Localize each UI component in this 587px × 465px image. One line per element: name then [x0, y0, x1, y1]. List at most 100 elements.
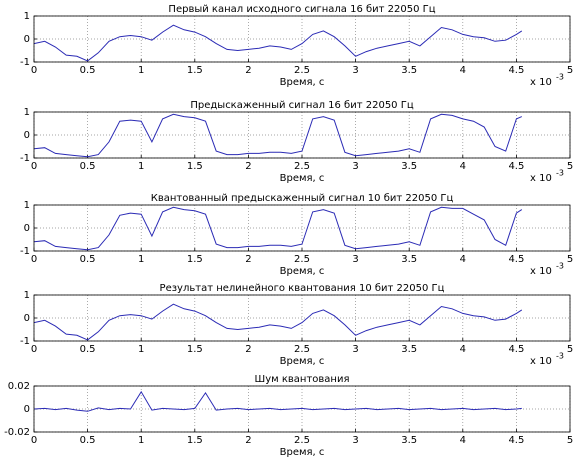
axes-frame [33, 294, 571, 342]
x-tick-label: 5 [567, 344, 573, 355]
x-tick-label: 0.5 [80, 435, 96, 446]
x-tick-label: 3.5 [401, 254, 417, 265]
x-tick-label: 4.5 [508, 65, 524, 76]
x-tick-label: 2.5 [294, 344, 310, 355]
x-tick-label: 2 [245, 435, 251, 446]
y-tick-label: 0 [24, 130, 30, 141]
y-tick-label: -1 [20, 336, 30, 347]
x-tick-label: 3 [352, 65, 358, 76]
signal-line [33, 206, 523, 251]
y-tick-label: -1 [20, 153, 30, 164]
y-tick-label: 0 [24, 313, 30, 324]
signal-line [33, 24, 523, 62]
chart-title: Результат нелинейного квантования 10 бит… [160, 283, 445, 294]
axes-frame [33, 385, 571, 433]
x-tick-label: 5 [567, 161, 573, 172]
x-tick-label: 3.5 [401, 161, 417, 172]
x-scale-label: x 10 [530, 173, 552, 184]
x-axis-label: Время, с [280, 266, 325, 277]
x-tick-label: 2.5 [294, 161, 310, 172]
x-tick-label: 2 [245, 65, 251, 76]
x-tick-label: 3.5 [401, 344, 417, 355]
y-tick-label: 0.02 [8, 381, 30, 392]
x-axis-label: Время, с [280, 447, 325, 458]
x-tick-label: 2 [245, 161, 251, 172]
x-tick-label: 4.5 [508, 435, 524, 446]
signal-line [33, 303, 523, 341]
x-scale-exponent: -3 [556, 352, 564, 361]
x-tick-label: 5 [567, 435, 573, 446]
x-tick-label: 1.5 [187, 254, 203, 265]
x-tick-label: 0.5 [80, 344, 96, 355]
axes-frame [33, 15, 571, 63]
chart-title: Шум квантования [255, 374, 350, 385]
y-tick-label: 0 [24, 223, 30, 234]
x-tick-label: 0.5 [80, 161, 96, 172]
y-tick-label: 1 [24, 290, 30, 301]
x-tick-label: 3.5 [401, 65, 417, 76]
y-tick-label: 0 [24, 404, 30, 415]
x-tick-label: 1 [138, 435, 144, 446]
x-tick-label: 4 [460, 65, 466, 76]
x-tick-label: 2 [245, 344, 251, 355]
signal-line [33, 113, 522, 158]
x-tick-label: 3 [352, 161, 358, 172]
x-tick-label: 4.5 [508, 344, 524, 355]
x-tick-label: 3.5 [401, 435, 417, 446]
y-tick-label: -1 [20, 57, 30, 68]
x-scale-exponent: -3 [556, 169, 564, 178]
x-axis-label: Время, с [280, 356, 325, 367]
x-tick-label: 0 [31, 344, 37, 355]
x-scale-exponent: -3 [556, 262, 564, 271]
x-tick-label: 1 [138, 344, 144, 355]
x-tick-label: 1 [138, 254, 144, 265]
y-tick-label: 1 [24, 11, 30, 22]
axes-frame [33, 204, 571, 252]
x-tick-label: 1.5 [187, 65, 203, 76]
x-tick-label: 0.5 [80, 65, 96, 76]
x-tick-label: 2.5 [294, 65, 310, 76]
x-scale-label: x 10 [530, 356, 552, 367]
x-tick-label: 4.5 [508, 161, 524, 172]
x-tick-label: 1 [138, 65, 144, 76]
x-axis-label: Время, с [280, 173, 325, 184]
x-scale-label: x 10 [530, 77, 552, 88]
y-tick-label: 1 [24, 107, 30, 118]
x-tick-label: 0 [31, 65, 37, 76]
x-tick-label: 0.5 [80, 254, 96, 265]
x-tick-label: 5 [567, 254, 573, 265]
x-tick-label: 3 [352, 435, 358, 446]
x-tick-label: 5 [567, 65, 573, 76]
y-tick-label: -0.02 [4, 427, 30, 438]
x-tick-label: 0 [31, 161, 37, 172]
y-tick-label: 1 [24, 200, 30, 211]
x-tick-label: 1.5 [187, 161, 203, 172]
y-tick-label: -1 [20, 246, 30, 257]
x-tick-label: 0 [31, 435, 37, 446]
x-tick-label: 4 [460, 254, 466, 265]
chart-title: Квантованный предыскаженный сигнал 10 би… [151, 193, 454, 204]
x-tick-label: 4 [460, 161, 466, 172]
x-tick-label: 0 [31, 254, 37, 265]
x-tick-label: 1.5 [187, 344, 203, 355]
x-tick-label: 4 [460, 435, 466, 446]
x-tick-label: 2 [245, 254, 251, 265]
x-tick-label: 2.5 [294, 435, 310, 446]
y-tick-label: 0 [24, 34, 30, 45]
x-axis-label: Время, с [280, 77, 325, 88]
axes-frame [33, 111, 571, 159]
signal-line [33, 390, 522, 412]
x-scale-exponent: -3 [556, 73, 564, 82]
x-tick-label: 3 [352, 344, 358, 355]
chart-title: Первый канал исходного сигнала 16 бит 22… [168, 4, 435, 15]
x-tick-label: 4.5 [508, 254, 524, 265]
x-tick-label: 1.5 [187, 435, 203, 446]
chart-title: Предыскаженный сигнал 16 бит 22050 Гц [190, 100, 413, 111]
x-tick-label: 1 [138, 161, 144, 172]
x-tick-label: 4 [460, 344, 466, 355]
x-scale-label: x 10 [530, 266, 552, 277]
x-tick-label: 3 [352, 254, 358, 265]
x-tick-label: 2.5 [294, 254, 310, 265]
